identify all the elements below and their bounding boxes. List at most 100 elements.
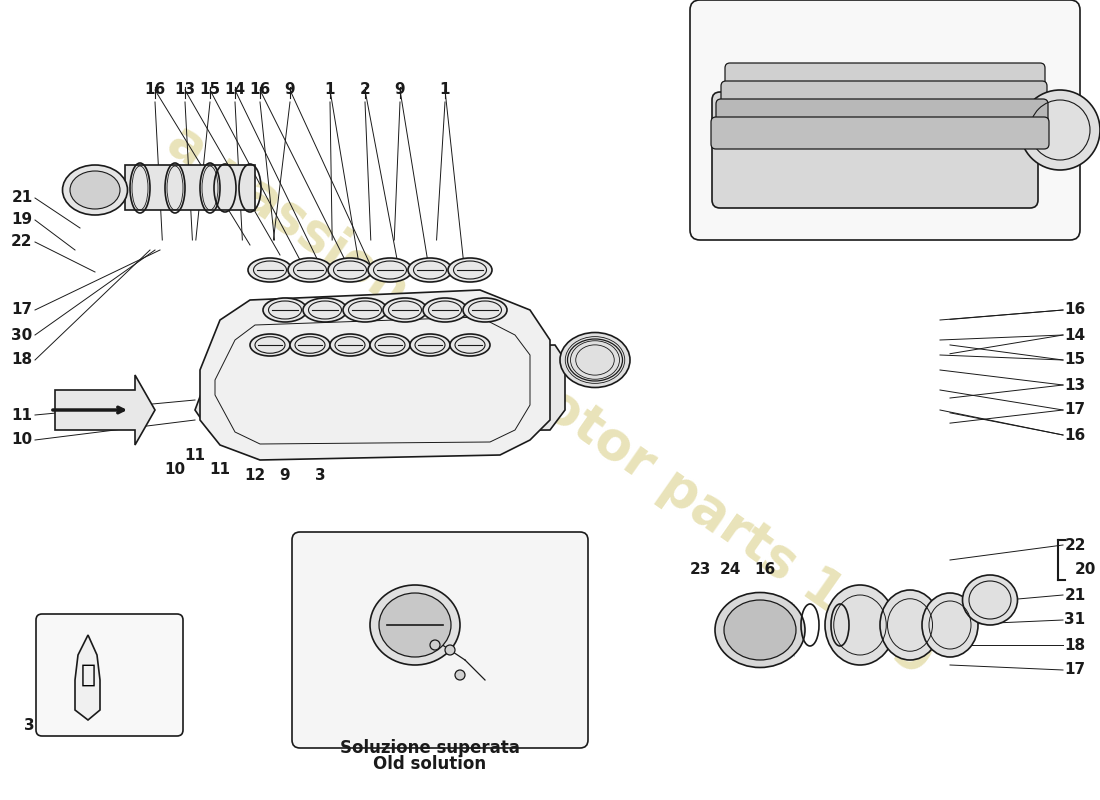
Polygon shape bbox=[125, 165, 255, 210]
Polygon shape bbox=[195, 345, 565, 432]
Text: 6: 6 bbox=[509, 714, 520, 730]
Text: 30: 30 bbox=[11, 327, 33, 342]
Text: 17: 17 bbox=[11, 302, 33, 318]
Text: 14: 14 bbox=[1065, 327, 1086, 342]
Ellipse shape bbox=[328, 258, 372, 282]
Text: 10: 10 bbox=[11, 433, 33, 447]
Text: 21: 21 bbox=[11, 190, 33, 206]
Ellipse shape bbox=[288, 258, 332, 282]
Ellipse shape bbox=[450, 334, 490, 356]
Polygon shape bbox=[75, 635, 100, 720]
Text: 14: 14 bbox=[224, 82, 245, 98]
Ellipse shape bbox=[448, 258, 492, 282]
Text: 29: 29 bbox=[747, 145, 769, 159]
Polygon shape bbox=[200, 290, 550, 460]
Ellipse shape bbox=[560, 333, 630, 387]
Text: 3: 3 bbox=[315, 467, 326, 482]
Ellipse shape bbox=[1020, 90, 1100, 170]
FancyBboxPatch shape bbox=[712, 92, 1038, 208]
Text: 28: 28 bbox=[747, 86, 769, 102]
Ellipse shape bbox=[410, 334, 450, 356]
Text: 26: 26 bbox=[329, 714, 351, 730]
Ellipse shape bbox=[408, 258, 452, 282]
Text: 9: 9 bbox=[395, 82, 405, 98]
Ellipse shape bbox=[263, 298, 307, 322]
FancyBboxPatch shape bbox=[292, 532, 588, 748]
Text: 22: 22 bbox=[11, 234, 33, 250]
Text: 16: 16 bbox=[1065, 427, 1086, 442]
Text: 12: 12 bbox=[244, 467, 265, 482]
Text: 11: 11 bbox=[209, 462, 231, 478]
Text: a passion for motor parts 1969: a passion for motor parts 1969 bbox=[157, 114, 943, 686]
Text: 🐴: 🐴 bbox=[80, 663, 96, 687]
Polygon shape bbox=[55, 375, 155, 445]
Text: 16: 16 bbox=[144, 82, 166, 98]
Circle shape bbox=[430, 640, 440, 650]
Text: 20: 20 bbox=[1075, 562, 1096, 578]
FancyBboxPatch shape bbox=[725, 63, 1045, 95]
Text: 13: 13 bbox=[1065, 378, 1086, 393]
Text: 9: 9 bbox=[279, 467, 290, 482]
Text: 16: 16 bbox=[1065, 302, 1086, 318]
Ellipse shape bbox=[463, 298, 507, 322]
Text: 15: 15 bbox=[1065, 353, 1086, 367]
Text: 16: 16 bbox=[755, 562, 775, 578]
Text: 22: 22 bbox=[1065, 538, 1086, 553]
Text: 16: 16 bbox=[250, 82, 271, 98]
Ellipse shape bbox=[70, 171, 120, 209]
Ellipse shape bbox=[825, 585, 895, 665]
Text: 17: 17 bbox=[480, 693, 501, 707]
Text: 24: 24 bbox=[719, 562, 740, 578]
Text: 17: 17 bbox=[1065, 402, 1086, 418]
Text: 7: 7 bbox=[485, 714, 495, 730]
Text: 2: 2 bbox=[360, 82, 371, 98]
Text: 17: 17 bbox=[1065, 662, 1086, 678]
Text: 4: 4 bbox=[752, 114, 763, 130]
Ellipse shape bbox=[248, 258, 292, 282]
Ellipse shape bbox=[383, 298, 427, 322]
Ellipse shape bbox=[715, 593, 805, 667]
FancyBboxPatch shape bbox=[716, 99, 1048, 131]
Text: 10: 10 bbox=[164, 462, 186, 478]
Ellipse shape bbox=[290, 334, 330, 356]
Text: 5: 5 bbox=[752, 61, 763, 75]
Text: 27: 27 bbox=[389, 714, 410, 730]
Ellipse shape bbox=[343, 298, 387, 322]
Text: 21: 21 bbox=[1065, 587, 1086, 602]
Text: 1: 1 bbox=[440, 82, 450, 98]
Text: 13: 13 bbox=[175, 82, 196, 98]
Ellipse shape bbox=[302, 298, 346, 322]
FancyBboxPatch shape bbox=[690, 0, 1080, 240]
Text: Old solution: Old solution bbox=[373, 755, 486, 773]
FancyBboxPatch shape bbox=[36, 614, 183, 736]
Ellipse shape bbox=[424, 298, 468, 322]
Ellipse shape bbox=[724, 600, 796, 660]
Text: 25: 25 bbox=[360, 714, 381, 730]
Ellipse shape bbox=[330, 334, 370, 356]
Text: 19: 19 bbox=[11, 213, 33, 227]
Ellipse shape bbox=[880, 590, 940, 660]
Ellipse shape bbox=[962, 575, 1018, 625]
Text: Soluzione superata: Soluzione superata bbox=[340, 739, 520, 757]
Text: 18: 18 bbox=[1065, 638, 1086, 653]
Text: 32: 32 bbox=[24, 718, 46, 733]
Text: 1: 1 bbox=[324, 82, 336, 98]
Ellipse shape bbox=[379, 593, 451, 657]
Text: 11: 11 bbox=[185, 447, 206, 462]
Text: 8: 8 bbox=[752, 34, 763, 50]
Circle shape bbox=[455, 670, 465, 680]
Ellipse shape bbox=[370, 585, 460, 665]
Text: 9: 9 bbox=[285, 82, 295, 98]
Text: 23: 23 bbox=[690, 562, 711, 578]
Text: 31: 31 bbox=[1065, 613, 1086, 627]
Text: 18: 18 bbox=[11, 353, 33, 367]
Ellipse shape bbox=[368, 258, 412, 282]
FancyBboxPatch shape bbox=[711, 117, 1049, 149]
FancyBboxPatch shape bbox=[720, 81, 1047, 113]
Ellipse shape bbox=[250, 334, 290, 356]
Ellipse shape bbox=[922, 593, 978, 657]
Text: 15: 15 bbox=[199, 82, 221, 98]
Text: 11: 11 bbox=[11, 407, 33, 422]
Circle shape bbox=[446, 645, 455, 655]
Ellipse shape bbox=[370, 334, 410, 356]
